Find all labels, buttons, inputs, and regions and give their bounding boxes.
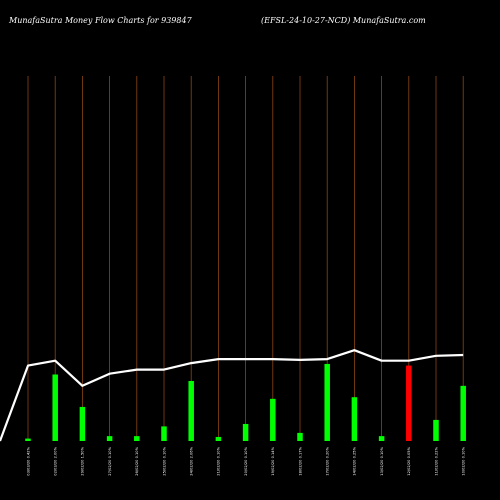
x-tick-label: 18/02/20 0.17%	[298, 446, 302, 475]
volume-bar	[79, 406, 86, 441]
volume-bar	[52, 374, 58, 441]
volume-bar	[406, 365, 412, 441]
x-tick-label: 20/02/20 0.10%	[244, 446, 248, 475]
x-tick-label: 03/03/20 0.42%	[26, 446, 30, 475]
x-tick-label: 12/02/20 0.05%	[407, 446, 411, 475]
price-line-group	[0, 349, 464, 442]
volume-bar	[215, 436, 222, 441]
x-tick-label: 29/02/20 1.50%	[81, 446, 85, 475]
x-axis-ticks: 03/03/20 0.42% 02/03/20 2.00% 29/02/20 1.5…	[26, 446, 465, 475]
volume-bar	[106, 436, 113, 441]
price-line	[0, 349, 464, 442]
volume-bar	[460, 385, 466, 441]
x-tick-label: 25/02/20 0.10%	[162, 446, 166, 475]
volume-bar	[297, 432, 303, 441]
volume-bar	[351, 397, 358, 441]
x-tick-label: 27/02/20 0.10%	[108, 446, 112, 475]
x-tick-label: 19/02/20 0.14%	[271, 446, 275, 475]
volume-bars	[25, 363, 466, 441]
x-tick-label: 26/02/20 0.10%	[135, 446, 139, 475]
x-tick-label: 14/02/20 0.25%	[353, 446, 357, 475]
volume-bar	[324, 363, 330, 441]
volume-bar	[242, 423, 249, 441]
x-tick-label: 11/02/20 0.22%	[434, 446, 438, 475]
x-tick-label: 17/02/20 0.20%	[326, 446, 330, 475]
volume-bar	[433, 419, 439, 441]
volume-bar	[134, 436, 140, 441]
chart-title-right: (EFSL-24-10-27-NCD) MunafaSutra.com	[261, 16, 426, 25]
x-tick-label: 24/02/20 2.06%	[190, 446, 194, 475]
chart-title-left: MunafaSutra Money Flow Charts for 939847	[8, 16, 193, 25]
grid-lines	[27, 76, 464, 441]
volume-bar	[270, 398, 276, 441]
x-tick-label: 13/02/20 0.10%	[380, 446, 384, 475]
volume-bar	[161, 426, 167, 441]
x-tick-label: 10/02/20 0.10%	[462, 446, 466, 475]
volume-bar	[188, 380, 194, 441]
x-tick-label: 21/02/20 0.10%	[217, 446, 221, 475]
volume-bar	[378, 436, 385, 441]
volume-bar	[25, 438, 31, 441]
x-tick-label: 02/03/20 2.00%	[54, 446, 58, 475]
